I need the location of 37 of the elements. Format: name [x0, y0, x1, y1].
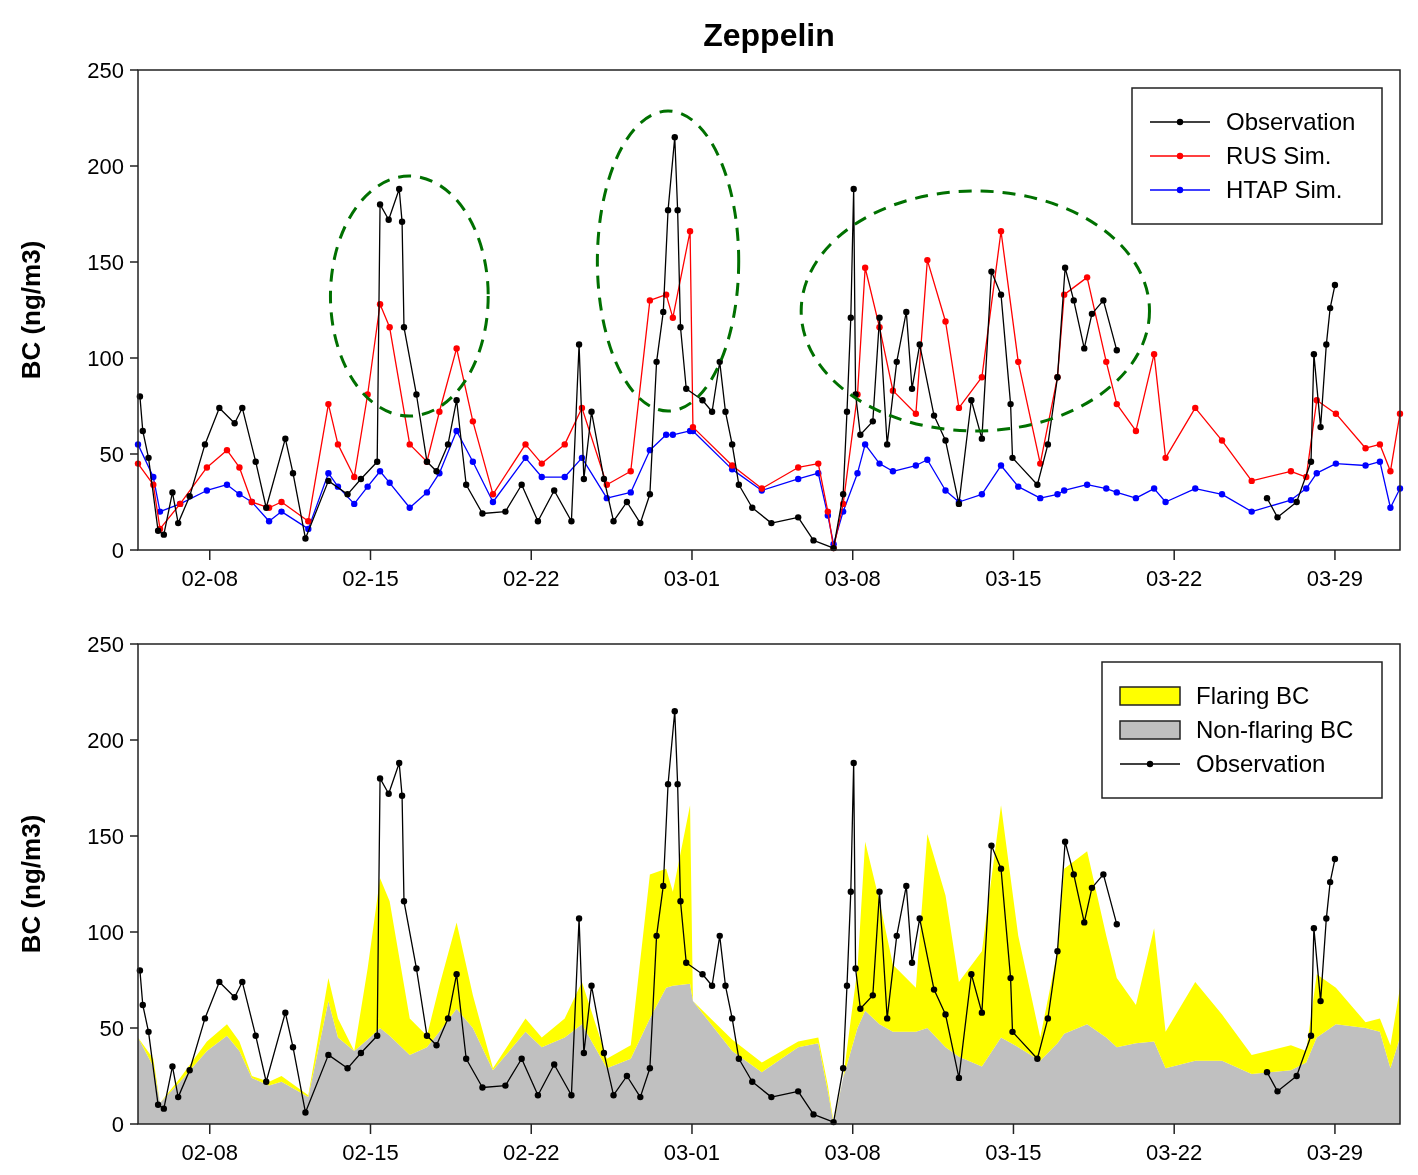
x-tick-label: 03-15 [985, 566, 1042, 591]
x-tick-label: 02-08 [181, 1140, 238, 1165]
x-tick-label: 03-01 [663, 566, 721, 591]
x-tick-label: 03-08 [824, 1140, 881, 1165]
y-tick-label: 0 [111, 1111, 124, 1137]
y-tick-label: 200 [87, 153, 124, 179]
legend-label: Flaring BC [1196, 682, 1310, 710]
y-tick-label: 50 [99, 441, 124, 467]
x-tick-label: 03-22 [1146, 1140, 1203, 1165]
y-tick-label: 100 [87, 919, 124, 945]
legend-label: RUS Sim. [1226, 142, 1332, 170]
x-tick-label: 02-22 [503, 566, 560, 591]
legend-label: Observation [1196, 750, 1326, 778]
y-tick-label: 100 [87, 345, 124, 371]
y-axis-title: BC (ng/m3) [16, 814, 46, 954]
y-axis-title: BC (ng/m3) [16, 240, 46, 380]
y-tick-label: 200 [87, 727, 124, 753]
x-tick-label: 03-08 [824, 566, 881, 591]
chart-title: Zeppelin [703, 17, 835, 53]
y-tick-label: 50 [99, 1015, 124, 1041]
y-tick-label: 250 [87, 57, 124, 83]
x-tick-label: 03-15 [985, 1140, 1042, 1165]
x-tick-label: 02-15 [342, 1140, 399, 1165]
y-tick-label: 0 [111, 537, 124, 563]
x-tick-label: 03-29 [1306, 1140, 1364, 1165]
x-tick-label: 02-22 [503, 1140, 560, 1165]
x-tick-label: 02-15 [342, 566, 399, 591]
legend-label: Non-flaring BC [1196, 716, 1354, 744]
y-tick-label: 150 [87, 249, 124, 275]
y-tick-label: 250 [87, 631, 124, 657]
x-tick-label: 03-29 [1306, 566, 1364, 591]
x-tick-label: 02-08 [181, 566, 238, 591]
x-tick-label: 03-01 [663, 1140, 721, 1165]
legend-label: HTAP Sim. [1226, 176, 1343, 204]
y-tick-label: 150 [87, 823, 124, 849]
x-tick-label: 03-22 [1146, 566, 1203, 591]
legend-label: Observation [1226, 108, 1356, 136]
